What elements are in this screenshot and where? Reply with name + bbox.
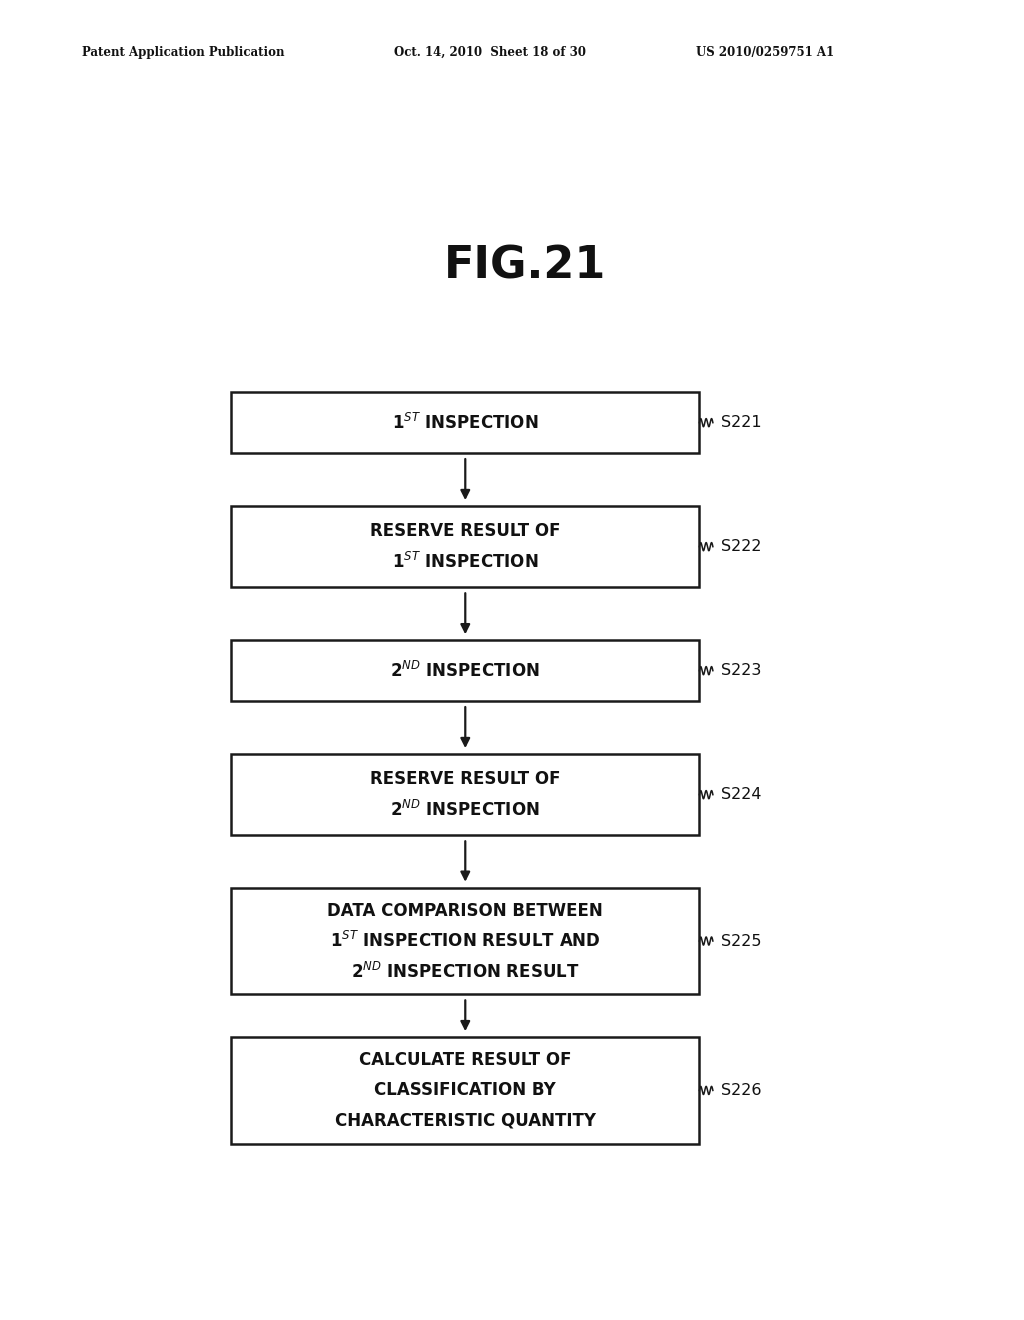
Text: S225: S225 xyxy=(721,933,761,949)
Text: 1$^{ST}$ INSPECTION RESULT AND: 1$^{ST}$ INSPECTION RESULT AND xyxy=(330,931,601,952)
Text: S224: S224 xyxy=(721,787,761,803)
Text: S221: S221 xyxy=(721,416,762,430)
Bar xyxy=(231,887,699,994)
Text: 2$^{ND}$ INSPECTION: 2$^{ND}$ INSPECTION xyxy=(390,800,540,820)
Text: S222: S222 xyxy=(721,539,761,554)
Text: S223: S223 xyxy=(721,663,761,678)
Text: CLASSIFICATION BY: CLASSIFICATION BY xyxy=(375,1081,556,1100)
Bar xyxy=(231,640,699,701)
Text: Patent Application Publication: Patent Application Publication xyxy=(82,46,285,59)
Text: RESERVE RESULT OF: RESERVE RESULT OF xyxy=(370,523,560,540)
Text: RESERVE RESULT OF: RESERVE RESULT OF xyxy=(370,771,560,788)
Text: 2$^{ND}$ INSPECTION: 2$^{ND}$ INSPECTION xyxy=(390,660,540,681)
Text: Oct. 14, 2010  Sheet 18 of 30: Oct. 14, 2010 Sheet 18 of 30 xyxy=(394,46,586,59)
Text: S226: S226 xyxy=(721,1082,761,1098)
Text: FIG.21: FIG.21 xyxy=(443,244,606,288)
Text: 1$^{ST}$ INSPECTION: 1$^{ST}$ INSPECTION xyxy=(392,552,539,572)
Text: US 2010/0259751 A1: US 2010/0259751 A1 xyxy=(696,46,835,59)
Text: DATA COMPARISON BETWEEN: DATA COMPARISON BETWEEN xyxy=(328,902,603,920)
Bar xyxy=(231,1038,699,1144)
Text: 2$^{ND}$ INSPECTION RESULT: 2$^{ND}$ INSPECTION RESULT xyxy=(351,961,580,982)
Bar xyxy=(231,754,699,836)
Bar xyxy=(231,392,699,453)
Text: CALCULATE RESULT OF: CALCULATE RESULT OF xyxy=(359,1051,571,1069)
Text: CHARACTERISTIC QUANTITY: CHARACTERISTIC QUANTITY xyxy=(335,1111,596,1130)
Text: 1$^{ST}$ INSPECTION: 1$^{ST}$ INSPECTION xyxy=(392,413,539,433)
Bar xyxy=(231,506,699,587)
